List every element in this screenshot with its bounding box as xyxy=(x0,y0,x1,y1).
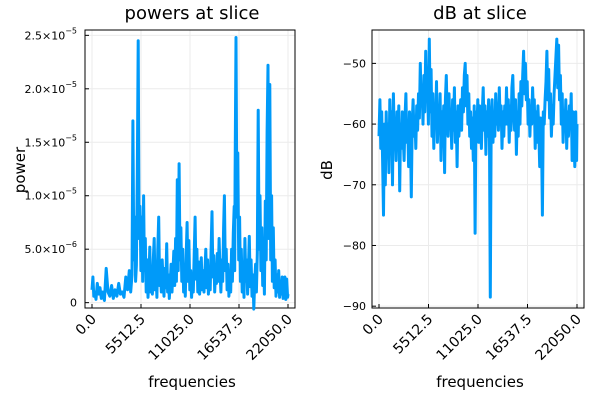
x-tick-label: 11025.0 xyxy=(434,312,486,364)
y-tick-label: 0 xyxy=(70,297,77,310)
y-tick-label: −80 xyxy=(343,239,366,252)
x-tick-label: 5512.5 xyxy=(390,312,436,358)
series-line xyxy=(377,37,579,299)
y-tick-label: 5.0×10−6 xyxy=(24,240,77,256)
x-tick-label: 0.0 xyxy=(360,312,387,339)
x-tick-label: 16537.5 xyxy=(195,312,247,364)
y-tick-label: 2.5×10−5 xyxy=(24,26,77,42)
x-axis-label: frequencies xyxy=(148,373,236,391)
y-tick-label: 1.0×10−5 xyxy=(24,187,77,203)
x-tick-label: 22050.0 xyxy=(533,312,585,364)
x-tick-label: 22050.0 xyxy=(244,312,296,364)
x-tick-label: 5512.5 xyxy=(103,312,149,358)
x-tick-label: 11025.0 xyxy=(146,312,198,364)
series-line xyxy=(90,36,290,311)
y-axis-label: dB xyxy=(318,160,336,180)
y-tick-label: −50 xyxy=(343,57,366,70)
y-tick-label: 1.5×10−5 xyxy=(24,133,77,149)
x-tick-label: 16537.5 xyxy=(483,312,535,364)
chart-title: powers at slice xyxy=(125,3,260,24)
y-axis-label: power xyxy=(11,146,29,193)
db-panel: dB at slice −90 −80 −70 −60 −50 0.0 5512.5110… xyxy=(318,3,585,391)
y-tick-label: −70 xyxy=(343,179,366,192)
powers-panel: powers at slice 0 5.0×10−6 1.0×10−5 1.5×10−… xyxy=(11,3,296,391)
x-axis-label: frequencies xyxy=(436,373,524,391)
x-tick-label: 0.0 xyxy=(73,312,100,339)
chart-title: dB at slice xyxy=(433,3,527,24)
y-tick-label: −60 xyxy=(343,118,366,131)
y-tick-label: −90 xyxy=(343,300,366,313)
y-tick-label: 2.0×10−5 xyxy=(24,80,77,96)
